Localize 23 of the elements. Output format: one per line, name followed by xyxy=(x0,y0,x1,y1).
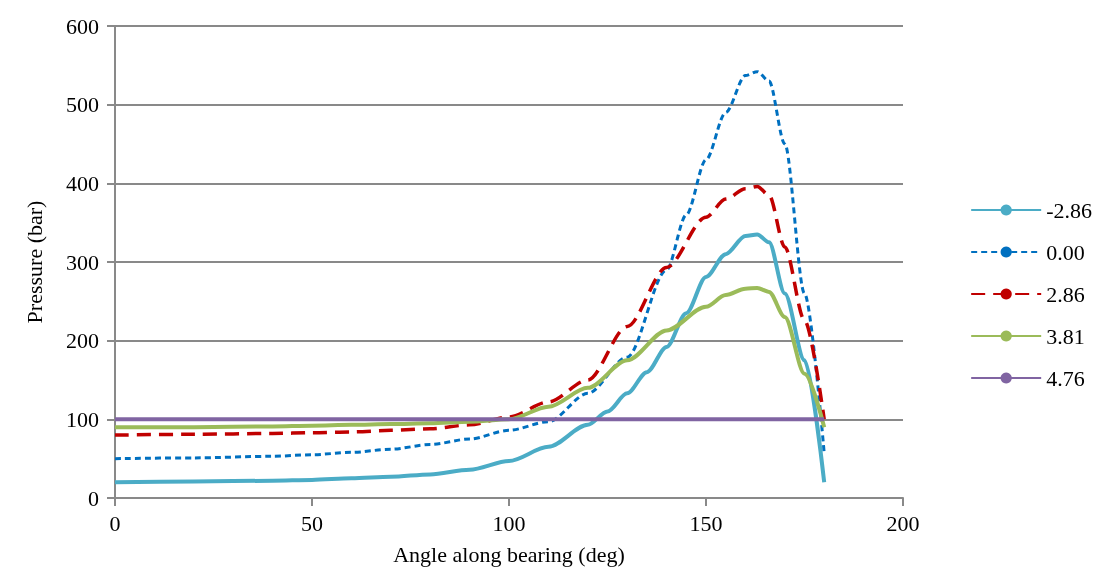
x-tick-label: 100 xyxy=(492,510,526,536)
legend-label: 2.86 xyxy=(1046,281,1085,307)
line-series xyxy=(113,70,826,461)
y-tick-label: 100 xyxy=(66,406,99,432)
line-series xyxy=(113,232,827,485)
legend-label: -2.86 xyxy=(1046,197,1092,223)
line-series xyxy=(113,184,826,437)
x-tick-label: 0 xyxy=(109,510,121,536)
legend-label: 3.81 xyxy=(1046,323,1085,349)
x-tick-label: 200 xyxy=(886,510,920,536)
y-tick-label: 400 xyxy=(66,170,99,196)
x-axis-title: Angle along bearing (deg) xyxy=(393,541,625,567)
x-tick-label: 150 xyxy=(689,510,723,536)
y-tick-label: 200 xyxy=(66,328,99,354)
y-tick-label: 600 xyxy=(66,13,99,39)
legend-label: 4.76 xyxy=(1046,365,1085,391)
x-tick-label: 50 xyxy=(301,510,323,536)
line-series xyxy=(113,285,827,430)
y-tick-label: 0 xyxy=(88,485,99,511)
y-axis-title: Pressure (bar) xyxy=(21,200,47,324)
y-tick-label: 300 xyxy=(66,249,99,275)
legend-label: 0.00 xyxy=(1046,239,1085,265)
y-tick-label: 500 xyxy=(66,92,99,118)
